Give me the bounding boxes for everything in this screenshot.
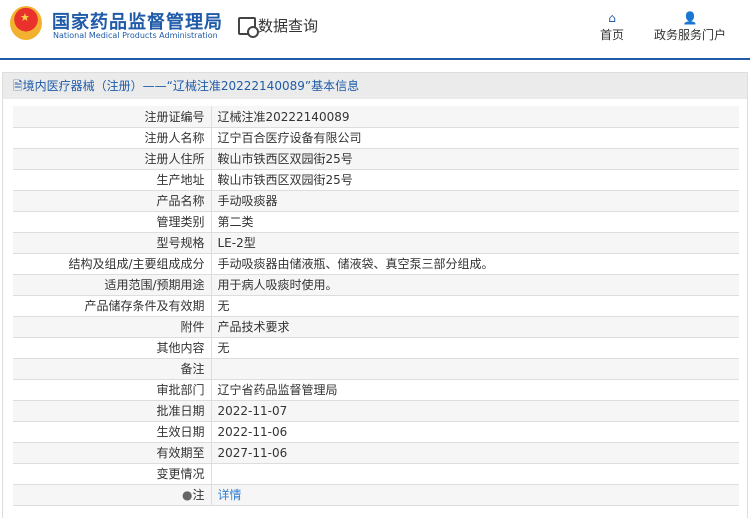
note-label: ●注 — [13, 484, 212, 506]
field-value — [211, 358, 739, 380]
field-label: 审批部门 — [13, 379, 212, 401]
document-icon: 🗎 — [13, 79, 23, 93]
nav-portal-label: 政务服务门户 — [654, 28, 727, 42]
field-label: 备注 — [13, 358, 212, 380]
table-row: 变更情况 — [13, 463, 739, 485]
field-label: 有效期至 — [13, 442, 212, 464]
header: 国家药品监督管理局 National Medical Products Admi… — [0, 0, 750, 60]
table-row: 注册人名称 辽宁百合医疗设备有限公司 — [13, 127, 739, 149]
field-value: 第二类 — [211, 211, 739, 233]
table-row: 备注 — [13, 358, 739, 380]
field-label: 生效日期 — [13, 421, 212, 443]
field-label: 注册人住所 — [13, 148, 212, 170]
field-label: 产品名称 — [13, 190, 212, 212]
field-label: 批准日期 — [13, 400, 212, 422]
field-value: 辽宁百合医疗设备有限公司 — [211, 127, 739, 149]
field-value: 用于病人吸痰时使用。 — [211, 274, 739, 296]
table-row: 审批部门 辽宁省药品监督管理局 — [13, 379, 739, 401]
field-value: LE-2型 — [211, 232, 739, 254]
field-label: 变更情况 — [13, 463, 212, 485]
panel-title-text: 境内医疗器械（注册）——“辽械注准20222140089”基本信息 — [22, 79, 360, 93]
field-value: 辽宁省药品监督管理局 — [211, 379, 739, 401]
field-value: 辽械注准20222140089 — [211, 106, 739, 128]
field-value: 手动吸痰器由储液瓶、储液袋、真空泵三部分组成。 — [211, 253, 739, 275]
field-value: 无 — [211, 295, 739, 317]
details-link[interactable]: 详情 — [217, 488, 242, 502]
field-label: 管理类别 — [13, 211, 212, 233]
table-row: 产品名称 手动吸痰器 — [13, 190, 739, 212]
table-row: 产品储存条件及有效期无 — [13, 295, 739, 317]
table-row: 型号规格 LE-2型 — [13, 232, 739, 254]
table-row: 注册证编号 辽械注准20222140089 — [13, 106, 739, 128]
search-document-icon — [238, 16, 259, 38]
field-value: 鞍山市铁西区双园街25号 — [211, 169, 739, 191]
detail-panel: 🗎境内医疗器械（注册）——“辽械注准20222140089”基本信息 注册证编号… — [2, 72, 748, 518]
field-label: 适用范围/预期用途 — [13, 274, 212, 296]
table-row: 批准日期 2022-11-07 — [13, 400, 739, 422]
data-query-title: 数据查询 — [238, 15, 319, 38]
field-value: 无 — [211, 337, 739, 359]
table-row: 生产地址 鞍山市铁西区双园街25号 — [13, 169, 739, 191]
nav-home-label: 首页 — [600, 28, 625, 42]
org-name-en: National Medical Products Administration — [53, 31, 218, 40]
note-value: 详情 — [211, 484, 739, 506]
table-row: 结构及组成/主要组成成分 手动吸痰器由储液瓶、储液袋、真空泵三部分组成。 — [13, 253, 739, 275]
pin-icon: ● — [182, 488, 193, 502]
field-value: 鞍山市铁西区双园街25号 — [211, 148, 739, 170]
field-value — [211, 463, 739, 485]
field-label: 产品储存条件及有效期 — [13, 295, 212, 317]
field-label: 附件 — [13, 316, 212, 338]
panel-title: 🗎境内医疗器械（注册）——“辽械注准20222140089”基本信息 — [3, 73, 747, 99]
field-value: 2027-11-06 — [211, 442, 739, 464]
field-label: 生产地址 — [13, 169, 212, 191]
table-row: 注册人住所 鞍山市铁西区双园街25号 — [13, 148, 739, 170]
field-label: 其他内容 — [13, 337, 212, 359]
table-row: 适用范围/预期用途 用于病人吸痰时使用。 — [13, 274, 739, 296]
field-label: 注册证编号 — [13, 106, 212, 128]
nav-service-portal[interactable]: 👤 政务服务门户 — [654, 10, 726, 43]
detail-table: 注册证编号 辽械注准20222140089 注册人名称 辽宁百合医疗设备有限公司 注册人… — [13, 106, 739, 506]
table-row: 生效日期 2022-11-06 — [13, 421, 739, 443]
national-emblem-logo — [10, 6, 42, 40]
field-label: 结构及组成/主要组成成分 — [13, 253, 212, 275]
nav-home[interactable]: ⌂ 首页 — [600, 10, 624, 43]
section-label: 数据查询 — [258, 17, 319, 35]
field-label: 型号规格 — [13, 232, 212, 254]
table-row: 有效期至 2027-11-06 — [13, 442, 739, 464]
table-row: 管理类别 第二类 — [13, 211, 739, 233]
home-icon: ⌂ — [608, 11, 616, 25]
field-value: 2022-11-07 — [211, 400, 739, 422]
field-value: 产品技术要求 — [211, 316, 739, 338]
note-row: ●注 详情 — [13, 484, 739, 506]
table-row: 其他内容无 — [13, 337, 739, 359]
table-row: 附件 产品技术要求 — [13, 316, 739, 338]
org-name: 国家药品监督管理局 — [52, 12, 223, 33]
note-label-text: 注 — [192, 488, 205, 502]
user-icon: 👤 — [682, 11, 698, 25]
field-value: 2022-11-06 — [211, 421, 739, 443]
field-value: 手动吸痰器 — [211, 190, 739, 212]
field-label: 注册人名称 — [13, 127, 212, 149]
